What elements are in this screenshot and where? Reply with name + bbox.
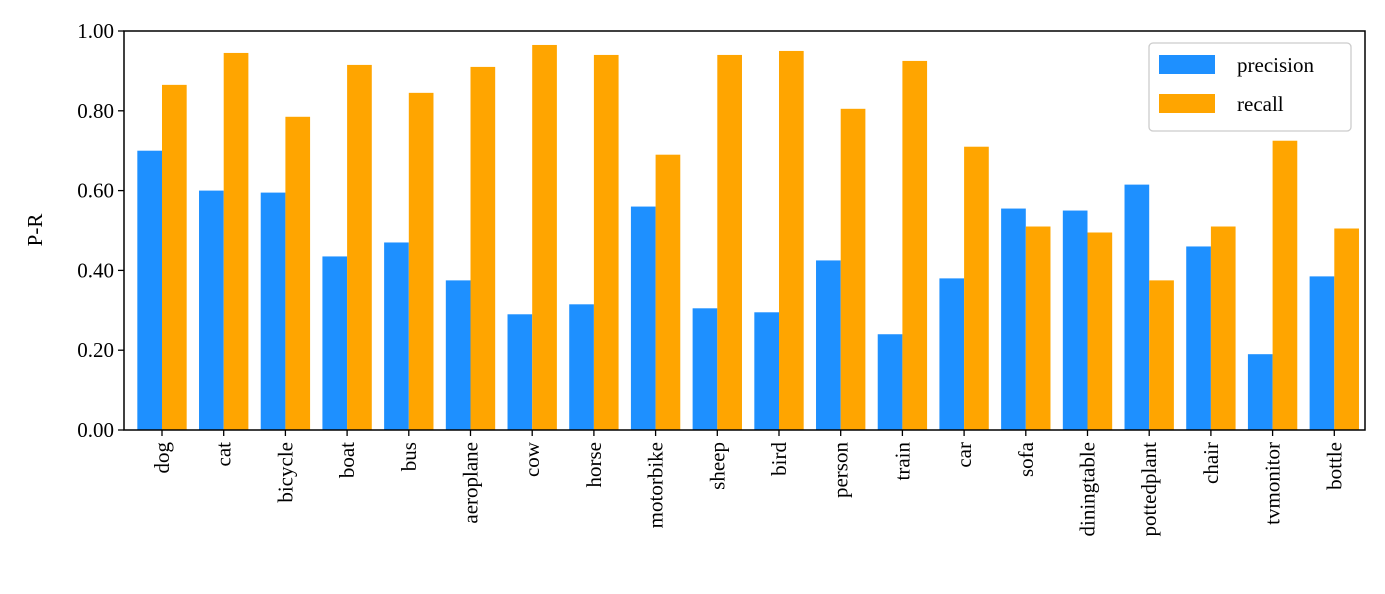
bar (902, 60, 928, 431)
x-tick-label: bottle (1322, 442, 1346, 490)
x-tick-label: bus (397, 442, 421, 471)
bar (754, 312, 779, 430)
bar (1186, 246, 1211, 430)
bar (347, 64, 372, 430)
bar (1087, 232, 1113, 430)
x-tick-label: dog (150, 442, 174, 474)
bar (1334, 228, 1359, 430)
bar (137, 150, 162, 430)
x-tick-label: chair (1199, 442, 1223, 484)
bar (285, 116, 311, 430)
x-tick-label: pottedplant (1137, 442, 1161, 537)
bar (655, 154, 681, 430)
bar (779, 50, 804, 430)
bar (1272, 140, 1298, 430)
bar (816, 260, 841, 430)
legend-label: recall (1237, 92, 1284, 116)
plot-frame (123, 30, 1366, 431)
bar (630, 206, 656, 430)
bar (1149, 280, 1174, 430)
x-tick-label: sheep (705, 442, 729, 490)
bar (1247, 354, 1273, 430)
bar (507, 314, 533, 430)
legend-label: precision (1237, 53, 1314, 77)
x-tick-label: bicycle (273, 442, 297, 503)
x-tick-label: sofa (1014, 441, 1038, 477)
legend-swatch (1159, 55, 1215, 74)
bar (162, 84, 187, 431)
y-tick-label: 0.60 (77, 179, 114, 203)
y-axis-label: P-R (23, 214, 47, 247)
bar (939, 278, 965, 430)
bar (260, 192, 286, 430)
bar (223, 52, 249, 430)
x-tick-label: car (952, 442, 976, 468)
legend-swatch (1159, 94, 1215, 113)
bar (593, 54, 619, 430)
y-tick-label: 1.00 (77, 19, 114, 43)
x-tick-label: bird (767, 442, 791, 476)
x-tick-label: boat (335, 442, 359, 478)
x-tick-label: tvmonitor (1261, 442, 1285, 525)
x-tick-label: cow (520, 441, 544, 477)
x-tick-label: person (829, 442, 853, 498)
bar (1001, 208, 1026, 430)
bar (569, 304, 594, 430)
bar (384, 242, 409, 430)
bar (408, 92, 434, 430)
bar (964, 146, 989, 430)
bar (1210, 226, 1236, 430)
bar (1062, 210, 1088, 430)
bar (840, 108, 866, 431)
x-tick-label: train (890, 442, 914, 481)
x-tick-label: motorbike (644, 442, 668, 528)
y-tick-label: 0.40 (77, 258, 114, 282)
x-tick-label: diningtable (1076, 442, 1100, 536)
bar (692, 308, 718, 430)
bar (877, 334, 903, 430)
bar (445, 280, 471, 430)
y-tick-label: 0.00 (77, 418, 114, 442)
x-tick-label: horse (582, 442, 606, 488)
bar (1309, 276, 1335, 430)
bar (470, 66, 496, 430)
y-tick-label: 0.80 (77, 99, 114, 123)
bar (199, 190, 224, 430)
bar (717, 54, 742, 430)
bar (1124, 184, 1150, 430)
y-tick-label: 0.20 (77, 338, 114, 362)
bar (532, 44, 557, 431)
x-tick-label: aeroplane (459, 442, 483, 524)
bar (1025, 226, 1051, 430)
bar (322, 256, 348, 430)
x-tick-label: cat (212, 442, 236, 467)
